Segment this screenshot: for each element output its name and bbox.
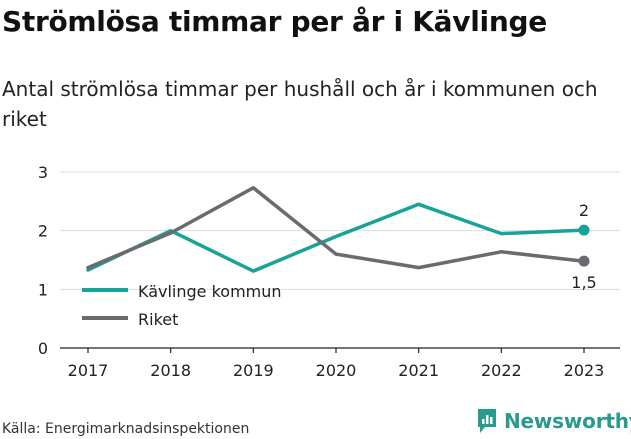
chart-subtitle: Antal strömlösa timmar per hushåll och å… (2, 77, 598, 131)
x-axis (60, 347, 620, 353)
x-tick-label-2017: 2017 (68, 361, 109, 380)
chart-title: Strömlösa timmar per år i Kävlinge (2, 5, 547, 38)
end-label-riket: 1,5 (571, 273, 596, 292)
series-line-riket (86, 186, 586, 270)
brand-name: Newsworthy (504, 409, 631, 433)
newsworthy-logo-icon (478, 409, 496, 433)
source-note: Källa: Energimarknadsinspektionen (2, 421, 250, 437)
x-tick-label-2023: 2023 (564, 361, 605, 380)
x-tick-labels: 2017 2018 2019 2020 2021 2022 2023 (68, 361, 605, 380)
y-axis: 0 1 2 3 (38, 163, 48, 358)
brand-logo-block: Newsworthy (476, 407, 631, 435)
x-tick-label-2021: 2021 (398, 361, 439, 380)
y-tick-label-0: 0 (38, 339, 48, 358)
legend-label-kavlinge: Kävlinge kommun (138, 282, 282, 301)
series-lines: 21,5 (86, 186, 597, 292)
end-label-kavlinge: 2 (579, 201, 589, 220)
y-tick-label-1: 1 (38, 280, 48, 299)
x-tick-label-2020: 2020 (316, 361, 357, 380)
legend: Kävlinge kommun Riket (82, 282, 282, 329)
series-line-kavlinge (86, 202, 586, 273)
y-tick-label-2: 2 (38, 222, 48, 241)
x-tick-label-2022: 2022 (481, 361, 522, 380)
grid-lines (60, 171, 620, 290)
y-tick-label-3: 3 (38, 163, 48, 182)
end-point-kavlinge (578, 224, 590, 236)
end-point-riket (578, 255, 590, 267)
x-tick-label-2018: 2018 (150, 361, 191, 380)
legend-label-riket: Riket (138, 310, 178, 329)
x-tick-label-2019: 2019 (233, 361, 274, 380)
